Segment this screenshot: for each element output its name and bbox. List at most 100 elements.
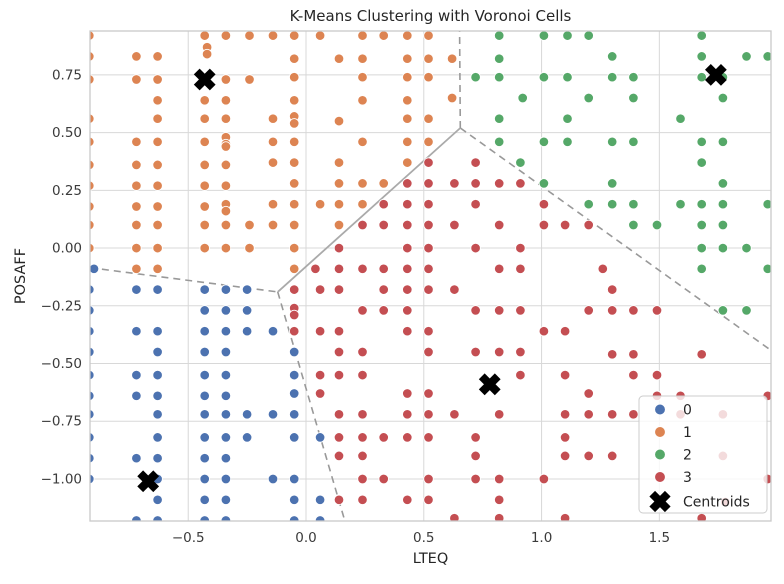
data-point [493, 263, 505, 275]
data-point [583, 219, 594, 231]
data-point [423, 325, 434, 337]
data-point [402, 284, 413, 295]
data-point [493, 219, 505, 231]
data-point [423, 473, 434, 485]
data-point [152, 346, 163, 358]
data-point [423, 432, 434, 443]
data-point [267, 136, 279, 148]
voronoi-edge-dashed [458, 30, 462, 128]
data-point [199, 201, 210, 212]
data-point [267, 473, 279, 485]
data-point [597, 263, 609, 275]
legend-marker [654, 426, 666, 438]
legend-entry-1: 1 [654, 425, 692, 441]
centroid-markers [137, 63, 727, 493]
data-point [449, 284, 460, 295]
data-point [89, 201, 95, 212]
data-point [152, 113, 163, 124]
data-point [446, 92, 458, 104]
y-tick-label: −1.00 [41, 471, 82, 487]
data-point [493, 512, 505, 522]
data-point [241, 409, 253, 420]
data-point [333, 115, 345, 127]
data-point [89, 432, 95, 443]
data-point [314, 284, 326, 295]
data-point [241, 325, 253, 337]
data-point [288, 388, 300, 399]
data-point [423, 157, 434, 168]
data-point [449, 178, 460, 189]
data-point [220, 74, 232, 85]
data-point [357, 369, 368, 381]
data-point [606, 409, 618, 420]
data-point [199, 242, 210, 254]
data-point [89, 113, 95, 124]
data-point [696, 157, 707, 168]
data-point [423, 388, 434, 399]
data-point [89, 219, 95, 231]
data-point [131, 219, 142, 231]
data-point [333, 325, 345, 337]
data-point [131, 159, 142, 171]
data-point [538, 473, 550, 485]
data-point [288, 409, 300, 420]
data-point [675, 113, 686, 124]
x-tick-label: 0.5 [413, 530, 434, 546]
data-point [333, 409, 345, 420]
data-point [470, 198, 481, 210]
data-point [199, 473, 210, 485]
data-point [220, 305, 232, 316]
data-point [89, 346, 95, 358]
data-point [357, 409, 368, 420]
data-point [517, 92, 528, 104]
legend-label: Centroids [683, 494, 750, 510]
data-point [333, 219, 345, 231]
data-point [220, 473, 232, 485]
data-point [357, 198, 368, 210]
data-point [89, 369, 95, 381]
x-tick-label: 1.0 [531, 530, 552, 546]
data-point [741, 242, 752, 254]
data-point [493, 473, 505, 485]
data-point [423, 71, 434, 83]
data-point [378, 30, 389, 41]
data-point [131, 325, 142, 337]
data-point [288, 118, 300, 129]
data-point [89, 30, 95, 41]
data-point [402, 198, 413, 210]
data-point [493, 30, 505, 41]
data-point [244, 30, 255, 41]
data-point [628, 369, 639, 381]
data-point [717, 198, 729, 210]
data-point [606, 178, 618, 189]
data-point [220, 141, 232, 152]
voronoi-edge-solid [277, 127, 461, 293]
data-point [423, 30, 434, 41]
data-point [696, 136, 707, 148]
data-point [131, 263, 142, 275]
data-point [470, 242, 481, 254]
data-point [515, 242, 526, 254]
data-point [762, 51, 772, 62]
legend-marker [654, 448, 666, 461]
data-point [423, 409, 434, 420]
data-point [199, 432, 210, 443]
data-point [651, 219, 663, 231]
data-point [89, 390, 95, 402]
data-point [628, 349, 639, 360]
data-point [559, 219, 571, 231]
data-point [89, 263, 100, 275]
data-point [89, 325, 95, 337]
centroid-x-marker [137, 470, 160, 493]
y-tick-label: −0.25 [41, 298, 82, 314]
cluster-0-points [89, 263, 326, 522]
data-point [423, 219, 434, 231]
data-point [357, 263, 368, 275]
data-point [562, 113, 573, 124]
data-point [131, 242, 142, 254]
y-tick-label: 0.75 [52, 67, 82, 83]
data-point [199, 113, 210, 124]
data-point [538, 178, 550, 189]
data-point [402, 219, 413, 231]
